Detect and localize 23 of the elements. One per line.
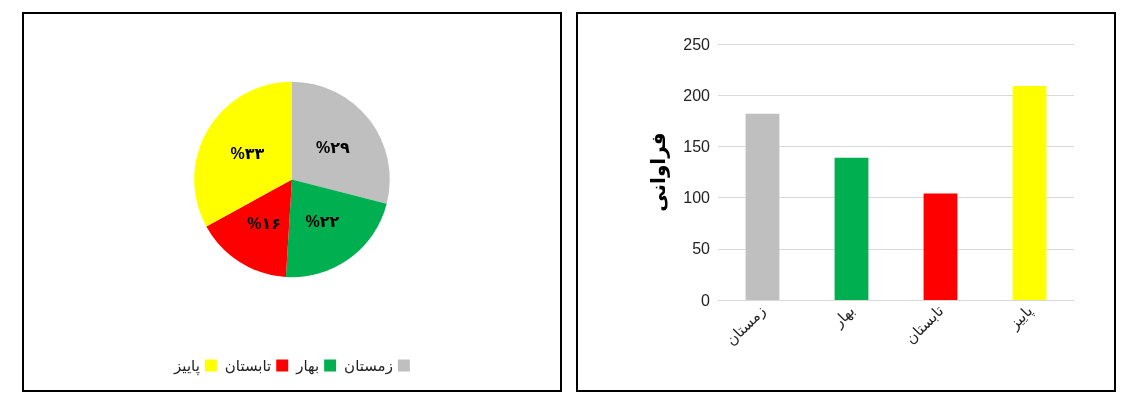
y-tick-label: 100 — [683, 189, 711, 207]
y-tick-label: 200 — [683, 86, 711, 104]
legend-label: بهار — [295, 357, 320, 375]
x-tick-label: تابستان — [901, 301, 947, 347]
bar — [1012, 85, 1047, 300]
legend-label: زمستان — [344, 357, 393, 375]
data-label: %۲۹ — [316, 139, 351, 157]
y-axis-title: فراوانی — [647, 132, 670, 212]
y-tick-label: 0 — [701, 291, 711, 309]
x-tick-label: بهار — [828, 301, 859, 332]
data-label: %۲۲ — [305, 212, 340, 230]
y-tick-label: 250 — [683, 35, 711, 53]
y-tick-label: 150 — [683, 137, 711, 155]
data-label: %۳۳ — [230, 144, 265, 162]
legend-label: تابستان — [224, 357, 272, 374]
bar — [923, 193, 958, 300]
legend-label: پاییز — [173, 357, 200, 376]
bar — [745, 113, 780, 300]
x-tick-label: زمستان — [722, 301, 770, 350]
bar — [834, 157, 869, 300]
x-tick-label: پاییز — [1004, 301, 1037, 335]
data-label: %۱۶ — [247, 214, 282, 232]
y-tick-label: 50 — [692, 240, 711, 258]
